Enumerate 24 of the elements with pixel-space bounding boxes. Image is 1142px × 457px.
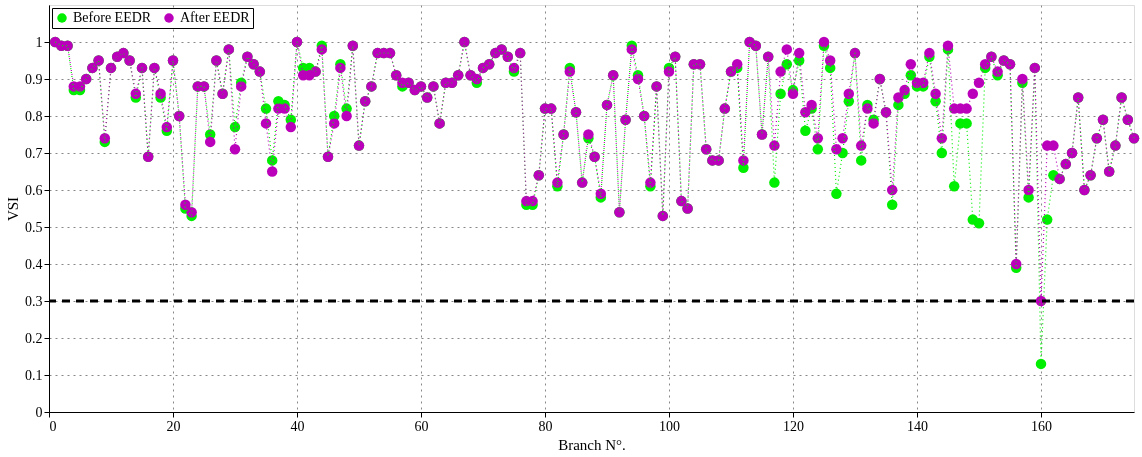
x-tick-label: 120	[783, 418, 804, 434]
y-tick-label: 0.1	[25, 367, 43, 383]
y-tick-label: 1	[35, 34, 43, 50]
x-tick-label: 140	[907, 418, 928, 434]
y-tick-label: 0.2	[25, 330, 43, 346]
y-tick-label: 0	[35, 404, 43, 420]
x-tick-label: 0	[49, 418, 57, 434]
x-tick-label: 100	[659, 418, 680, 434]
legend-label: Before EEDR	[73, 10, 152, 25]
x-tick-label: 40	[290, 418, 305, 434]
x-tick-label: 20	[166, 418, 181, 434]
x-tick-label: 80	[538, 418, 553, 434]
y-tick-label: 0.4	[25, 256, 43, 272]
y-tick-label: 0.8	[25, 108, 43, 124]
y-tick-label: 0.5	[25, 219, 43, 235]
x-tick-label: 160	[1031, 418, 1052, 434]
x-axis-title: Branch N°.	[558, 436, 626, 453]
y-tick-label: 0.9	[25, 71, 43, 87]
y-tick-label: 0.3	[25, 293, 43, 309]
legend-label: After EEDR	[180, 10, 251, 25]
x-tick-label: 60	[414, 418, 429, 434]
y-tick-label: 0.6	[25, 182, 43, 198]
y-axis-title: VSI	[5, 196, 21, 222]
y-tick-label: 0.7	[25, 145, 43, 161]
